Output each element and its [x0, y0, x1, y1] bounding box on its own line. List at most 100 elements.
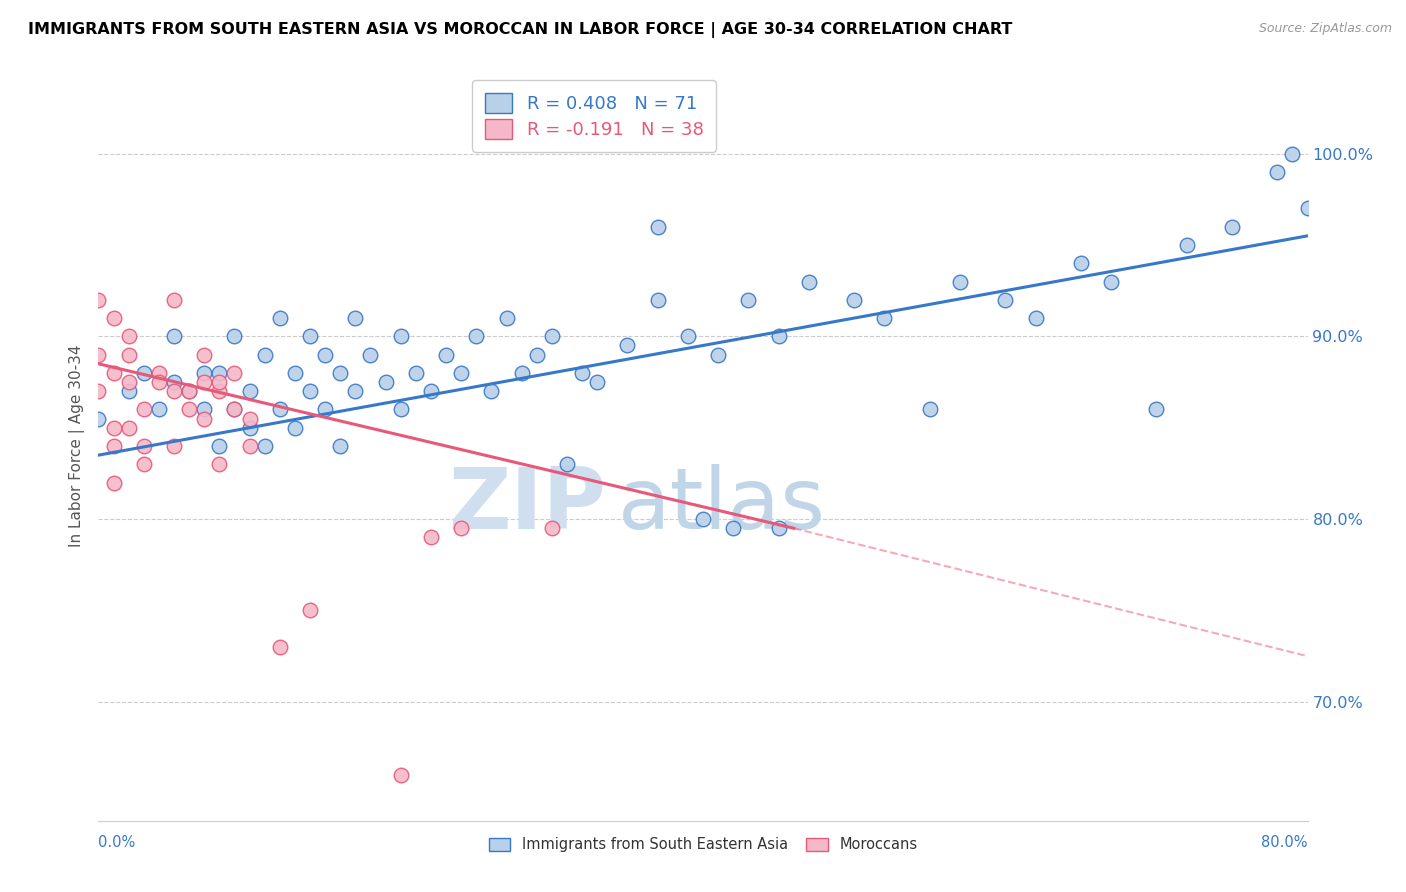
- Text: 80.0%: 80.0%: [1261, 835, 1308, 850]
- Point: [797, 275, 820, 289]
- Point: [103, 439, 125, 453]
- Point: [208, 366, 231, 380]
- Point: [148, 375, 170, 389]
- Point: [1296, 202, 1319, 216]
- Point: [193, 375, 215, 389]
- Point: [269, 402, 291, 417]
- Point: [299, 603, 322, 617]
- Point: [179, 384, 201, 399]
- Point: [450, 366, 472, 380]
- Point: [434, 348, 457, 362]
- Point: [224, 329, 246, 343]
- Point: [193, 366, 215, 380]
- Point: [510, 366, 533, 380]
- Point: [420, 384, 443, 399]
- Point: [208, 439, 231, 453]
- Point: [949, 275, 972, 289]
- Point: [586, 375, 609, 389]
- Point: [1175, 238, 1198, 252]
- Point: [314, 348, 336, 362]
- Point: [87, 411, 110, 425]
- Point: [163, 329, 186, 343]
- Point: [269, 640, 291, 654]
- Point: [723, 521, 745, 535]
- Legend: Immigrants from South Eastern Asia, Moroccans: Immigrants from South Eastern Asia, Moro…: [482, 831, 924, 858]
- Point: [239, 421, 262, 435]
- Point: [389, 768, 412, 782]
- Point: [87, 293, 110, 307]
- Point: [299, 329, 322, 343]
- Point: [737, 293, 759, 307]
- Point: [647, 219, 669, 234]
- Point: [193, 411, 215, 425]
- Point: [465, 329, 488, 343]
- Y-axis label: In Labor Force | Age 30-34: In Labor Force | Age 30-34: [69, 344, 84, 548]
- Point: [163, 384, 186, 399]
- Point: [994, 293, 1017, 307]
- Point: [571, 366, 593, 380]
- Point: [540, 329, 562, 343]
- Point: [1220, 219, 1243, 234]
- Point: [389, 329, 412, 343]
- Point: [118, 348, 141, 362]
- Point: [360, 348, 382, 362]
- Point: [526, 348, 548, 362]
- Point: [103, 421, 125, 435]
- Point: [495, 311, 517, 326]
- Text: atlas: atlas: [619, 465, 827, 548]
- Point: [269, 311, 291, 326]
- Point: [253, 439, 276, 453]
- Point: [118, 421, 141, 435]
- Text: ZIP: ZIP: [449, 465, 606, 548]
- Point: [314, 402, 336, 417]
- Point: [299, 384, 322, 399]
- Point: [208, 375, 231, 389]
- Point: [118, 384, 141, 399]
- Point: [647, 293, 669, 307]
- Point: [103, 366, 125, 380]
- Point: [224, 402, 246, 417]
- Point: [1070, 256, 1092, 270]
- Point: [918, 402, 941, 417]
- Point: [450, 521, 472, 535]
- Point: [1024, 311, 1046, 326]
- Point: [540, 521, 562, 535]
- Point: [224, 402, 246, 417]
- Point: [239, 411, 262, 425]
- Point: [148, 366, 170, 380]
- Point: [344, 311, 367, 326]
- Point: [193, 348, 215, 362]
- Point: [253, 348, 276, 362]
- Point: [1099, 275, 1122, 289]
- Point: [208, 457, 231, 471]
- Point: [239, 384, 262, 399]
- Point: [239, 439, 262, 453]
- Point: [118, 375, 141, 389]
- Point: [389, 402, 412, 417]
- Point: [163, 375, 186, 389]
- Text: Source: ZipAtlas.com: Source: ZipAtlas.com: [1258, 22, 1392, 36]
- Point: [768, 329, 790, 343]
- Point: [224, 366, 246, 380]
- Point: [1281, 146, 1303, 161]
- Point: [163, 439, 186, 453]
- Point: [132, 366, 155, 380]
- Point: [420, 530, 443, 544]
- Point: [707, 348, 730, 362]
- Point: [555, 457, 578, 471]
- Point: [179, 402, 201, 417]
- Point: [132, 457, 155, 471]
- Point: [118, 329, 141, 343]
- Point: [844, 293, 866, 307]
- Point: [179, 384, 201, 399]
- Point: [692, 512, 714, 526]
- Point: [132, 402, 155, 417]
- Text: 0.0%: 0.0%: [98, 835, 135, 850]
- Point: [163, 293, 186, 307]
- Point: [481, 384, 503, 399]
- Point: [103, 475, 125, 490]
- Point: [103, 311, 125, 326]
- Point: [768, 521, 790, 535]
- Point: [148, 402, 170, 417]
- Point: [344, 384, 367, 399]
